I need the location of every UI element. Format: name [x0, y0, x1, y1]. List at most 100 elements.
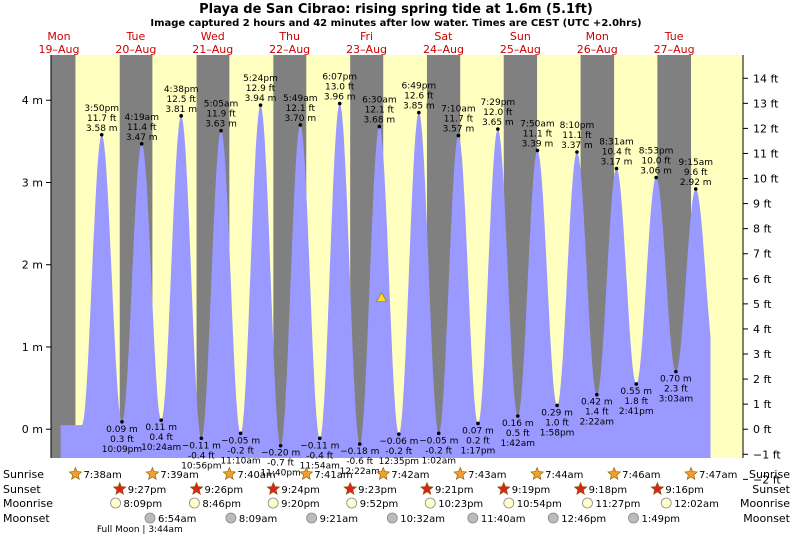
day-label-date: 27–Aug: [654, 43, 695, 56]
tide-point: [693, 187, 698, 191]
moonset-row-label-right: Moonset: [743, 512, 790, 525]
sunset-icon: [112, 481, 127, 495]
high-tide-label: 3.63 m: [205, 120, 237, 130]
high-tide-label: 3.47 m: [126, 133, 158, 143]
sunrise-icon: [299, 466, 314, 480]
low-tide-label: 1:02am: [421, 456, 456, 466]
y-tick-label-ft: 4 ft: [753, 323, 772, 336]
y-tick-label-m: 3 m: [22, 176, 43, 189]
high-tide-label: 11.4 ft: [127, 123, 157, 133]
tide-point: [614, 166, 619, 171]
high-tide-label: 3:50pm: [84, 104, 119, 114]
tide-point: [357, 442, 362, 446]
low-tide-label: -0.7 ft: [267, 459, 294, 469]
low-tide-label: 0.70 m: [660, 375, 692, 385]
tide-point: [575, 150, 579, 154]
high-tide-label: 5:05am: [204, 100, 239, 110]
moonrise-icon: [582, 497, 593, 509]
tide-area: [60, 103, 711, 458]
y-tick-label-ft: 9 ft: [753, 198, 772, 211]
low-tide-label: 0.4 ft: [149, 433, 173, 443]
day-label-dow: Mon: [47, 30, 70, 43]
high-tide-label: 9.6 ft: [684, 168, 708, 178]
sun-moon-rows: Sunrise Sunrise 7:38am 7:39am 7:40am 7:41am 7:…: [3, 466, 791, 535]
sunrise-icon: [684, 466, 698, 480]
sunset-row-label-left: Sunset: [3, 483, 41, 496]
low-tide-label: −0.20 m: [261, 449, 300, 459]
y-tick-label-ft: 6 ft: [753, 273, 772, 286]
high-tide-label: 3.85 m: [403, 102, 435, 112]
low-tide-label: 10:09pm: [102, 445, 142, 455]
y-tick-label-ft: 2 ft: [753, 373, 772, 386]
tide-point: [377, 124, 382, 129]
sunset-time: 9:24pm: [281, 485, 320, 496]
low-tide-label: 3:03am: [659, 395, 694, 405]
high-tide-label: 3.70 m: [284, 114, 316, 124]
high-tide-label: 8:53pm: [639, 147, 674, 157]
day-label-dow: Sat: [434, 30, 453, 43]
tide-point: [595, 392, 599, 397]
high-tide-label: 4:19am: [124, 113, 159, 123]
moonset-icon: [306, 512, 318, 524]
low-tide-label: 0.5 ft: [506, 429, 530, 439]
moonrise-time: 11:27pm: [595, 499, 640, 510]
tide-point: [199, 436, 204, 441]
moonset-icon: [628, 512, 639, 524]
sunrise-time: 7:41am: [314, 470, 352, 481]
low-tide-label: 0.3 ft: [110, 435, 134, 445]
high-tide-label: 11.1 ft: [562, 131, 592, 141]
high-tide-label: 12.1 ft: [286, 104, 316, 114]
moonrise-icon: [424, 497, 436, 509]
day-label-date: 23–Aug: [346, 43, 387, 56]
moonrise-row-label-right: Moonrise: [740, 497, 790, 510]
high-tide-label: 4:38pm: [164, 85, 199, 95]
day-label-dow: Fri: [360, 30, 373, 43]
low-tide-label: −0.06 m: [379, 437, 418, 447]
high-tide-label: 8:10pm: [560, 121, 595, 131]
tide-point: [654, 175, 658, 180]
low-tide-label: 0.09 m: [106, 425, 138, 435]
day-label-dow: Sun: [510, 30, 531, 43]
low-tide-label: 1.0 ft: [545, 418, 569, 428]
tide-point: [219, 128, 223, 133]
high-tide-label: 3.39 m: [522, 139, 554, 149]
tide-point: [120, 420, 124, 424]
moonset-time: 8:09am: [239, 514, 277, 525]
day-label-date: 19–Aug: [39, 43, 80, 56]
high-tide-label: 3.17 m: [601, 157, 633, 167]
moonset-time: 1:49pm: [641, 514, 680, 525]
sunrise-icon: [222, 466, 237, 480]
moonrise-time: 10:23pm: [438, 499, 483, 510]
tide-point: [238, 431, 243, 436]
low-tide-label: 2:41pm: [619, 407, 654, 417]
high-tide-label: 12.9 ft: [246, 84, 276, 94]
moonrise-icon: [189, 497, 200, 509]
high-tide-label: 13.0 ft: [325, 83, 355, 93]
high-tide-label: 3.68 m: [364, 116, 396, 126]
moonrise-icon: [110, 497, 121, 509]
low-tide-label: 0.16 m: [502, 419, 534, 429]
high-tide-label: 8:31am: [599, 137, 634, 147]
current-tide-marker: [375, 291, 388, 303]
low-tide-label: 0.42 m: [581, 398, 613, 408]
day-label-date: 22–Aug: [269, 43, 310, 56]
low-tide-label: 11:10am: [220, 456, 260, 466]
sunset-icon: [189, 481, 204, 495]
high-tide-label: 6:49pm: [401, 82, 436, 92]
moonrise-time: 9:20pm: [281, 499, 320, 510]
high-tide-label: 2.92 m: [680, 178, 712, 188]
low-tide-label: -0.6 ft: [346, 457, 373, 467]
day-label-dow: Mon: [586, 30, 609, 43]
high-tide-label: 6:30am: [362, 96, 397, 106]
moonset-icon: [225, 512, 237, 524]
day-label-date: 26–Aug: [577, 43, 618, 56]
sunrise-icon: [145, 466, 160, 480]
axes: 4 m 3 m 2 m 1 m 0 m 14 ft 13 ft 12 ft 11 ft 10 ft…: [22, 55, 781, 486]
chart-subtitle: Image captured 2 hours and 42 minutes af…: [150, 18, 641, 29]
moonset-time: 11:40am: [481, 514, 526, 525]
tide-point: [456, 133, 461, 138]
day-label-date: 20–Aug: [115, 43, 156, 56]
low-tide-label: −0.11 m: [300, 441, 339, 451]
tide-point: [337, 101, 342, 106]
